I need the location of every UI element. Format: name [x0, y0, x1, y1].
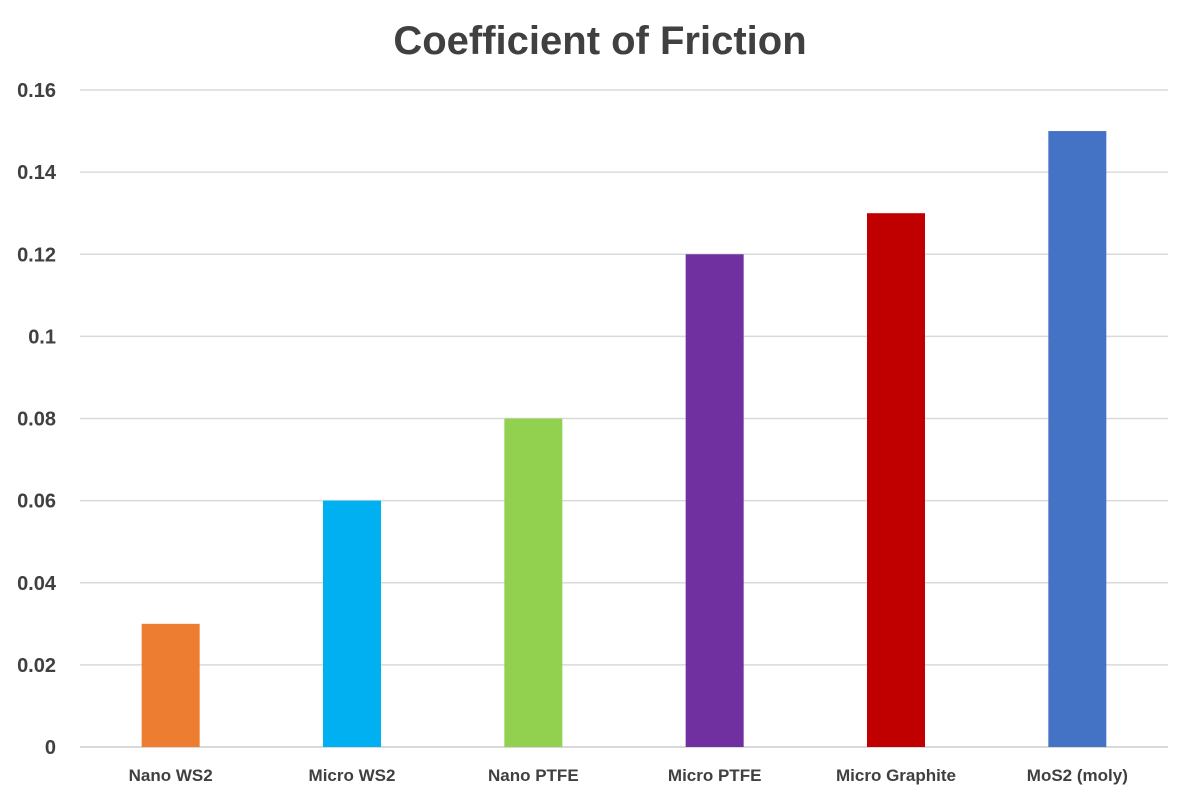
- y-tick-label: 0.02: [17, 655, 56, 677]
- bar-micro-graphite: [867, 213, 925, 747]
- gridlines: [80, 89, 1168, 748]
- bar-nano-ptfe: [504, 418, 563, 747]
- y-tick-label: 0.12: [17, 244, 56, 266]
- y-axis-tick-labels: 0 0.02 0.04 0.06 0.08 0.1 0.12 0.14 0.16: [17, 80, 57, 759]
- bar-micro-ptfe: [685, 254, 744, 747]
- x-category-label: Nano WS2: [129, 766, 213, 785]
- x-category-label: Micro Graphite: [836, 766, 956, 785]
- x-category-label: MoS2 (moly): [1027, 766, 1128, 785]
- y-tick-label: 0.16: [17, 80, 56, 102]
- bar-micro-ws2: [323, 500, 381, 747]
- x-axis-category-labels: Nano WS2 Micro WS2 Nano PTFE Micro PTFE Micr…: [129, 766, 1128, 785]
- bar-mos2-moly: [1048, 131, 1107, 747]
- x-category-label: Nano PTFE: [488, 766, 579, 785]
- x-category-label: Micro WS2: [309, 766, 396, 785]
- y-tick-label: 0.08: [17, 409, 56, 431]
- chart-title: Coefficient of Friction: [393, 19, 806, 63]
- y-tick-label: 0.04: [17, 573, 57, 595]
- y-tick-label: 0.14: [17, 162, 57, 184]
- y-tick-label: 0.06: [17, 491, 56, 513]
- x-category-label: Micro PTFE: [668, 766, 762, 785]
- bar-nano-ws2: [141, 623, 200, 747]
- bars: [141, 131, 1107, 747]
- y-tick-label: 0: [45, 737, 56, 759]
- y-tick-label: 0.1: [28, 326, 56, 348]
